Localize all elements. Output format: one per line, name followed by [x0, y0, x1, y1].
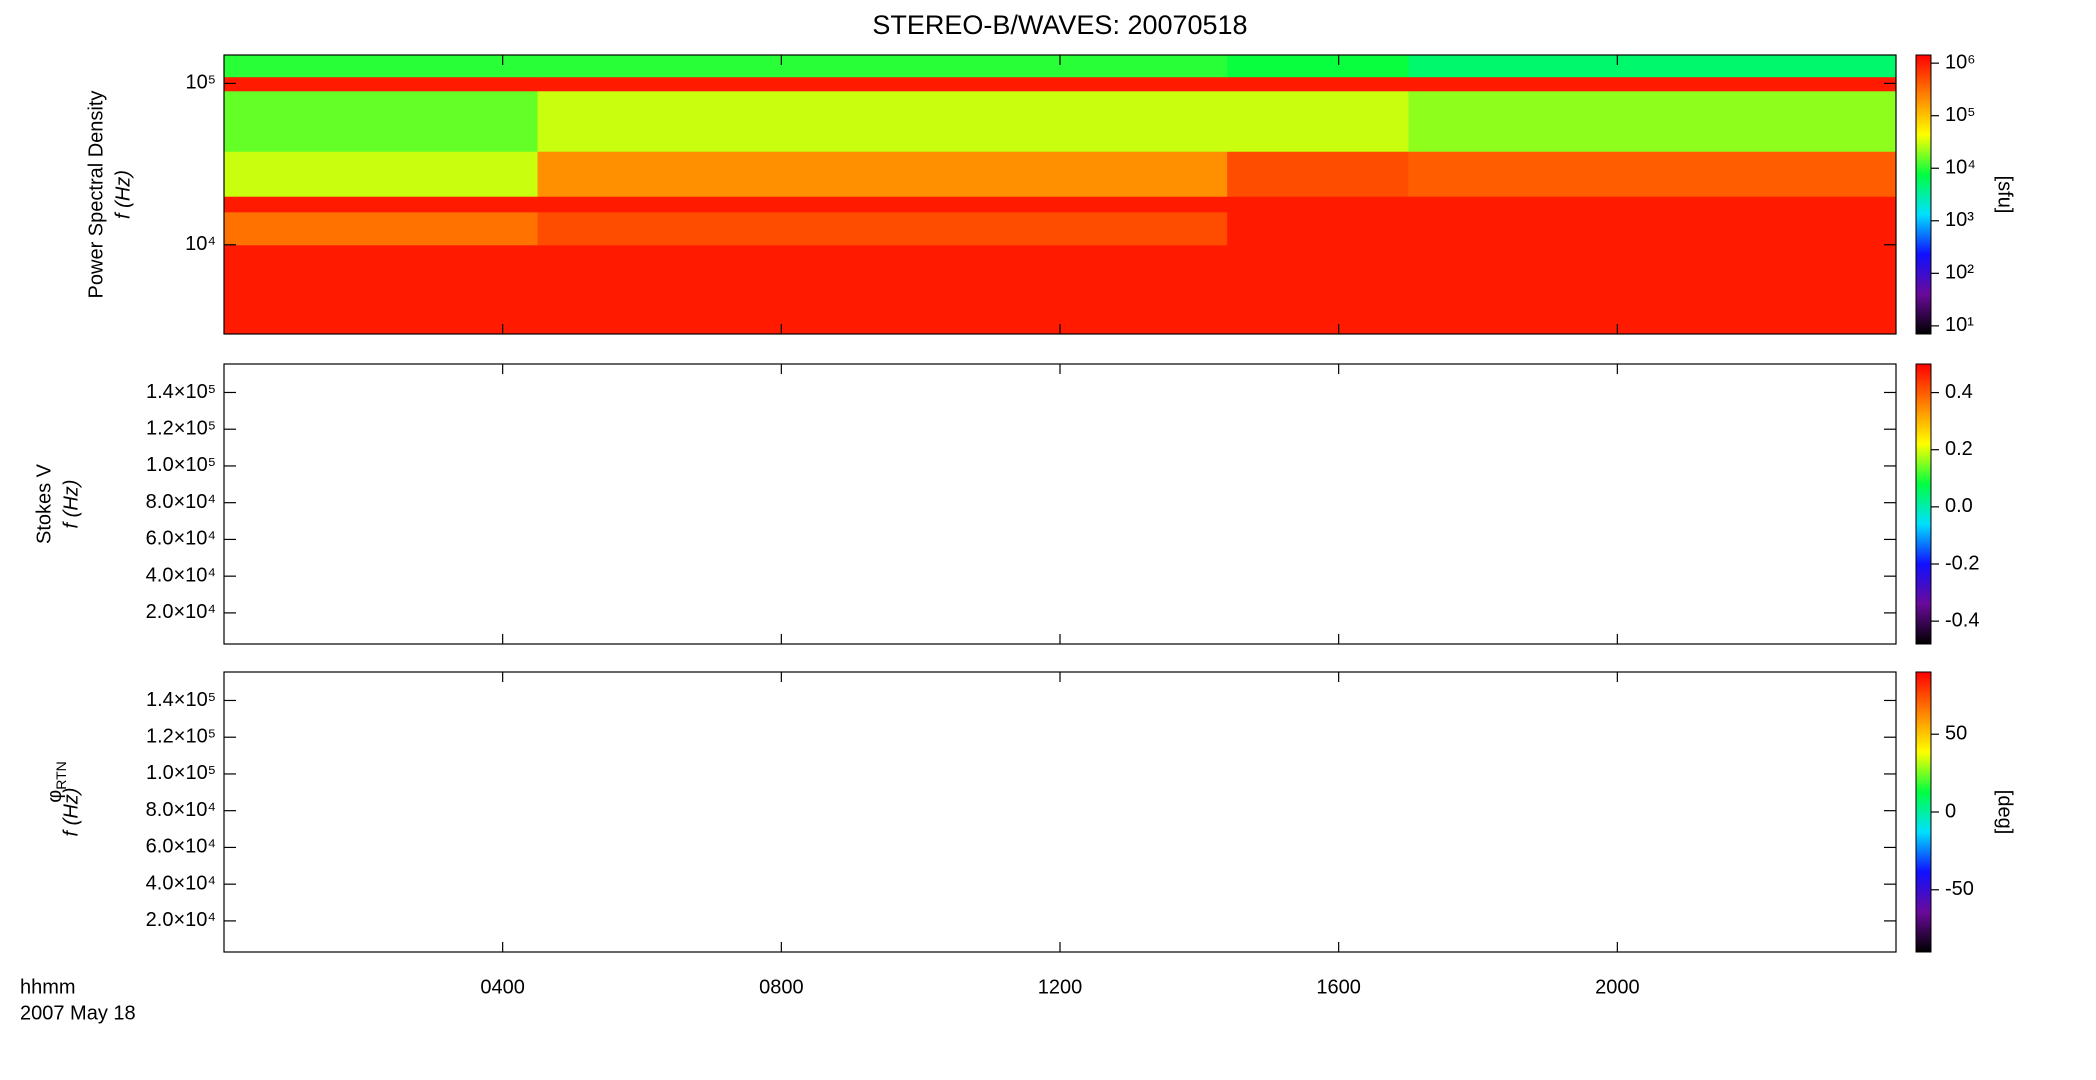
colorbar-tick-label: 10⁵	[1945, 104, 1976, 126]
heatmap-cell	[537, 244, 1228, 335]
colorbar-tick-label: 10⁴	[1945, 157, 1976, 179]
heatmap-cell	[224, 151, 538, 197]
y-tick-label: 2.0×10⁴	[146, 909, 216, 931]
y-tick-label: 6.0×10⁴	[146, 528, 216, 550]
heatmap-cell	[1408, 76, 1897, 92]
heatmap-cell	[1227, 196, 1409, 213]
x-tick-label: 1600	[1316, 976, 1361, 998]
heatmap-cell	[537, 211, 1228, 246]
colorbar-tick-label: -50	[1945, 878, 1974, 900]
x-tick-label: 0400	[480, 976, 525, 998]
colorbar	[1915, 363, 1932, 645]
chart-title: STEREO-B/WAVES: 20070518	[872, 10, 1247, 40]
heatmap-cell	[1408, 55, 1897, 78]
heatmap-cell	[224, 55, 538, 78]
heatmap-cell	[1408, 196, 1897, 213]
y-tick-label: 8.0×10⁴	[146, 799, 216, 821]
heatmap-cell	[224, 211, 538, 246]
x-tick-label: 0800	[759, 976, 804, 998]
colorbar-label: [sfu]	[1994, 176, 2016, 214]
colorbar-tick-label: 10⁶	[1945, 51, 1975, 73]
heatmap-cell	[537, 196, 1228, 213]
y-axis-label: f (Hz)	[60, 788, 82, 837]
heatmap-cell	[1227, 244, 1409, 335]
y-tick-label: 1.0×10⁵	[146, 762, 216, 784]
y-tick-label: 1.2×10⁵	[146, 417, 216, 439]
y-axis-quantity: φRTN	[44, 761, 68, 803]
y-tick-label: 4.0×10⁴	[146, 872, 216, 894]
quantity-subscript: RTN	[53, 761, 69, 790]
y-tick-label: 2.0×10⁴	[146, 601, 216, 623]
heatmap-cell	[1408, 211, 1897, 246]
heatmap-cell	[1408, 90, 1897, 152]
colorbar-tick-label: -0.2	[1945, 552, 1979, 574]
y-tick-label: 1.4×10⁵	[146, 381, 216, 403]
quantity-symbol: φ	[44, 790, 66, 803]
y-tick-label: 1.0×10⁵	[146, 454, 216, 476]
colorbar-tick-label: 0.0	[1945, 495, 1973, 517]
heatmap-cell	[224, 244, 538, 335]
heatmap-cell	[1227, 211, 1409, 246]
colorbar-tick-label: 0.2	[1945, 438, 1973, 460]
x-axis-label: hhmm	[20, 976, 76, 998]
heatmap-cell	[537, 151, 1228, 197]
y-axis-label: f (Hz)	[60, 480, 82, 529]
y-axis-label: f (Hz)	[112, 170, 134, 219]
y-tick-label: 4.0×10⁴	[146, 564, 216, 586]
plot-frame	[223, 363, 1897, 645]
heatmap-cell	[537, 90, 1228, 152]
y-axis-quantity: Stokes V	[33, 463, 55, 544]
heatmap-cell	[1227, 55, 1409, 78]
colorbar	[1915, 671, 1932, 953]
colorbar-label: [deg]	[1994, 790, 2016, 834]
plot-frame	[223, 671, 1897, 953]
heatmap-cell	[1227, 151, 1409, 197]
heatmap-cell	[1227, 76, 1409, 92]
colorbar-tick-label: 10²	[1945, 262, 1974, 284]
y-tick-label: 10⁵	[185, 72, 216, 94]
colorbar-tick-label: 10¹	[1945, 314, 1974, 336]
date-label: 2007 May 18	[20, 1002, 136, 1024]
colorbar	[1915, 54, 1932, 335]
heatmap-cell	[224, 90, 538, 152]
colorbar-tick-label: -0.4	[1945, 609, 1979, 631]
heatmap-cell	[224, 196, 538, 213]
colorbar-tick-label: 0	[1945, 800, 1956, 822]
y-axis-quantity: Power Spectral Density	[85, 91, 107, 299]
y-tick-label: 6.0×10⁴	[146, 836, 216, 858]
heatmap-cell	[1227, 90, 1409, 152]
heatmap-cell	[1408, 244, 1897, 335]
colorbar-tick-label: 10³	[1945, 209, 1974, 231]
y-tick-label: 8.0×10⁴	[146, 491, 216, 513]
heatmap-cell	[1408, 151, 1897, 197]
colorbar-tick-label: 0.4	[1945, 381, 1973, 403]
heatmap-cell	[537, 55, 1228, 78]
heatmap-cell	[537, 76, 1228, 92]
y-tick-label: 1.4×10⁵	[146, 689, 216, 711]
x-tick-label: 2000	[1595, 976, 1640, 998]
colorbar-tick-label: 50	[1945, 723, 1967, 745]
y-tick-label: 1.2×10⁵	[146, 725, 216, 747]
x-tick-label: 1200	[1038, 976, 1083, 998]
heatmap-cell	[224, 76, 538, 92]
y-tick-label: 10⁴	[185, 233, 216, 255]
